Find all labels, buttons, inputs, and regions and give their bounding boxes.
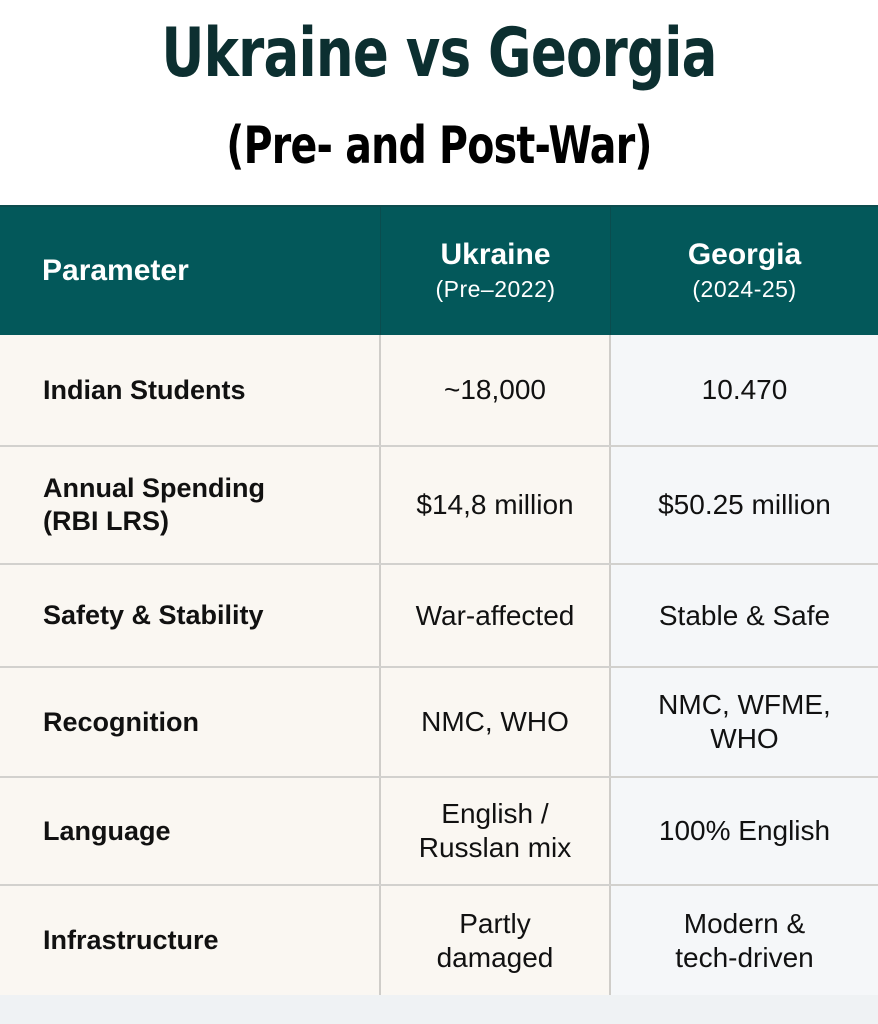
row-georgia-value: Stable & Safe	[611, 565, 878, 666]
page-title: Ukraine vs Georgia	[161, 14, 717, 93]
row-georgia-value: $50.25 million	[611, 447, 878, 563]
row-parameter: Indian Students	[0, 335, 381, 445]
header-georgia-period: (2024-25)	[692, 276, 797, 302]
table-row: Indian Students ~18,000 10.470	[0, 335, 878, 447]
table-row: Annual Spending (RBI LRS) $14,8 million …	[0, 447, 878, 565]
row-parameter: Language	[0, 778, 381, 884]
row-ukraine-value: $14,8 million	[381, 447, 611, 563]
header-ukraine: Ukraine (Pre–2022)	[381, 207, 611, 335]
header-georgia-name: Georgia	[687, 238, 802, 271]
row-georgia-value: NMC, WFME, WHO	[611, 668, 878, 776]
page-subtitle: (Pre- and Post-War)	[226, 116, 652, 176]
row-ukraine-value: NMC, WHO	[381, 668, 611, 776]
comparison-table: Parameter Ukraine (Pre–2022) Georgia (20…	[0, 205, 878, 995]
header-ukraine-name: Ukraine	[440, 238, 551, 271]
table-header-row: Parameter Ukraine (Pre–2022) Georgia (20…	[0, 205, 878, 335]
row-parameter: Infrastructure	[0, 886, 381, 995]
row-georgia-value: Modern & tech-driven	[611, 886, 878, 995]
row-georgia-value: 100% English	[611, 778, 878, 884]
table-row: Language English / Russlan mix 100% Engl…	[0, 778, 878, 886]
header-georgia: Georgia (2024-25)	[611, 207, 878, 335]
footer-band	[0, 995, 878, 1024]
row-ukraine-value: English / Russlan mix	[381, 778, 611, 884]
row-parameter: Safety & Stability	[0, 565, 381, 666]
table-row: Safety & Stability War-affected Stable &…	[0, 565, 878, 668]
row-parameter: Recognition	[0, 668, 381, 776]
row-ukraine-value: Partly damaged	[381, 886, 611, 995]
header-ukraine-period: (Pre–2022)	[435, 276, 556, 302]
row-ukraine-value: War-affected	[381, 565, 611, 666]
table-row: Recognition NMC, WHO NMC, WFME, WHO	[0, 668, 878, 778]
row-georgia-value: 10.470	[611, 335, 878, 445]
title-block: Ukraine vs Georgia (Pre- and Post-War)	[0, 0, 878, 205]
row-parameter: Annual Spending (RBI LRS)	[0, 447, 381, 563]
row-ukraine-value: ~18,000	[381, 335, 611, 445]
header-parameter: Parameter	[0, 207, 381, 335]
table-row: Infrastructure Partly damaged Modern & t…	[0, 886, 878, 995]
